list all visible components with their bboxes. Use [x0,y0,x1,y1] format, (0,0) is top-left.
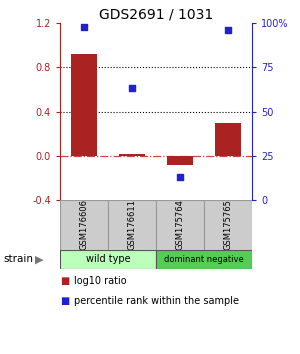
Bar [71,54,97,156]
Point [82,24,86,29]
Text: GSM176606: GSM176606 [80,199,88,250]
Text: GSM176611: GSM176611 [128,199,136,250]
Text: GSM175764: GSM175764 [176,199,184,250]
Text: dominant negative: dominant negative [164,255,244,264]
Point [130,86,134,91]
Bar [167,156,193,165]
Text: wild type: wild type [86,254,130,264]
Bar [215,122,241,156]
Point [226,27,230,33]
Bar [60,250,156,269]
Text: log10 ratio: log10 ratio [74,276,126,286]
Text: ■: ■ [60,276,69,286]
Text: GSM175765: GSM175765 [224,199,232,250]
Title: GDS2691 / 1031: GDS2691 / 1031 [99,8,213,22]
Bar [204,200,252,250]
Bar [108,200,156,250]
Text: strain: strain [3,254,33,264]
Text: percentile rank within the sample: percentile rank within the sample [74,296,238,306]
Text: ■: ■ [60,296,69,306]
Point [178,174,182,180]
Text: ▶: ▶ [34,254,43,264]
Bar [156,250,252,269]
Bar [119,154,145,156]
Bar [60,200,108,250]
Bar [156,200,204,250]
